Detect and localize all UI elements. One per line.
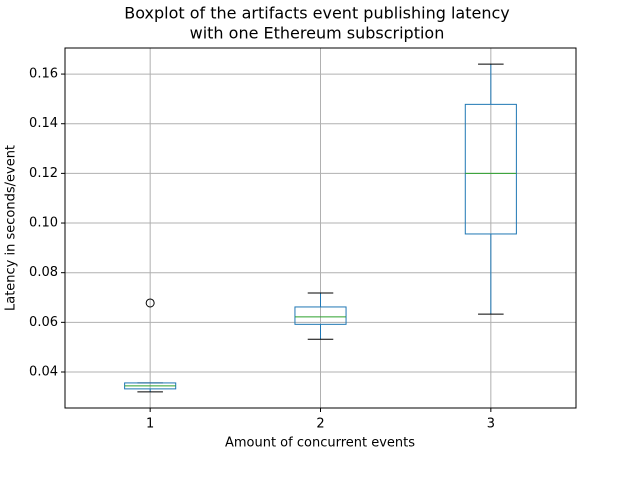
x-tick-label: 2 xyxy=(316,417,324,432)
x-axis-label: Amount of concurrent events xyxy=(225,436,415,451)
y-tick-label: 0.08 xyxy=(29,265,58,280)
y-tick-label: 0.06 xyxy=(29,315,58,330)
y-tick-label: 0.14 xyxy=(29,116,58,131)
chart-title: Boxplot of the artifacts event publishin… xyxy=(124,4,509,23)
box xyxy=(464,103,517,235)
y-tick-label: 0.10 xyxy=(29,216,58,231)
outlier xyxy=(145,298,155,308)
chart-title: with one Ethereum subscription xyxy=(190,24,445,43)
x-tick-label: 3 xyxy=(487,417,495,432)
y-tick-label: 0.16 xyxy=(29,67,58,82)
plot-frame xyxy=(64,47,577,409)
box xyxy=(294,306,347,325)
y-tick-label: 0.12 xyxy=(29,166,58,181)
y-tick-label: 0.04 xyxy=(29,365,58,380)
x-tick-label: 1 xyxy=(146,417,154,432)
y-axis-label: Latency in seconds/event xyxy=(4,145,19,311)
